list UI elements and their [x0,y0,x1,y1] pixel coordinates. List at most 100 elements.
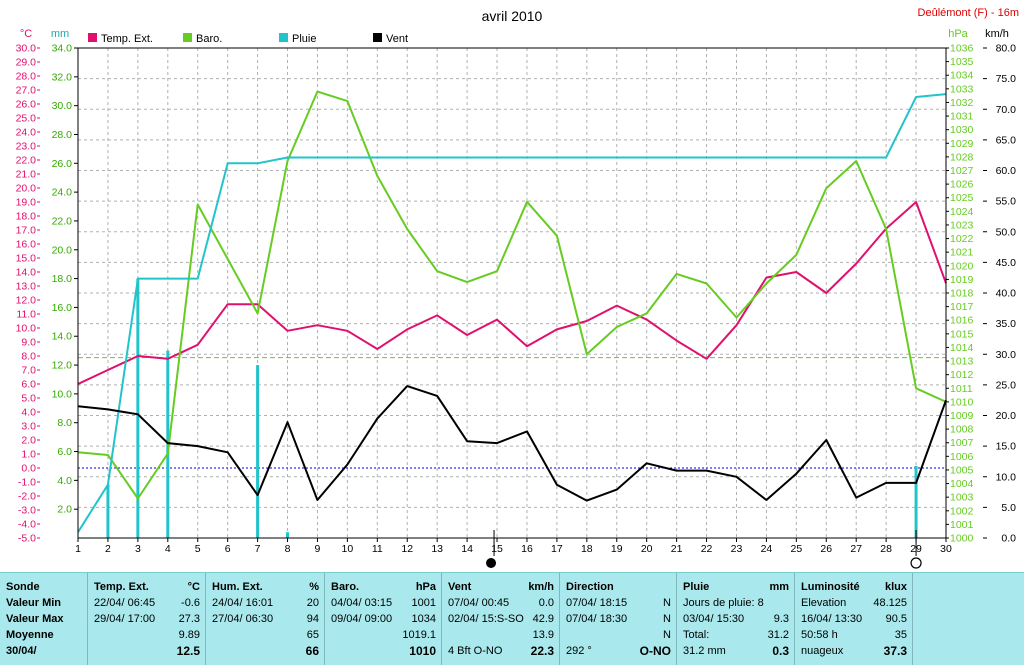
direction-current-deg: 292 ° [566,645,592,657]
temp-tick-label: 17.0 [16,225,37,237]
vent-current-bft: 4 Bft O-NO [448,645,503,657]
hum-unit: % [309,581,319,593]
temp-tick-label: -4.0 [18,519,36,531]
legend-swatch-baro [183,33,192,42]
pluie-max-date: 03/04/ 15:30 [683,613,745,625]
wind-tick-label: 70.0 [996,104,1017,116]
summary-panel: Sonde Valeur Min Valeur Max Moyenne 30/0… [0,572,1024,665]
weather-chart: avril 2010 Deûlémont (F) - 16m °C mm hPa… [16,7,1019,569]
rain-tick-label: 2.0 [57,504,72,516]
temp-tick-label: 8.0 [21,351,36,363]
x-tick-label: 4 [165,543,171,555]
x-tick-label: 3 [135,543,141,555]
temp-min: -0.6 [181,597,200,609]
legend-swatch-rain [279,33,288,42]
sonde-row-avg: Moyenne [6,629,54,641]
chart-axes: -5.0 -4.0 -3.0 -2.0 -1.0 0.0 1.0 2.0 3.0 4.0 5.0 6.… [16,43,1017,556]
wind-tick-label: 75.0 [996,73,1017,85]
lum-unit: klux [884,581,907,593]
vent-avg: 13.9 [532,629,554,641]
rain-tick-label: 30.0 [52,100,73,112]
temp-tick-label: 4.0 [21,407,36,419]
summary-direction: Direction 07/04/ 18:15 N 07/04/ 18:30 N N … [560,573,677,665]
vent-max: 42.9 [532,613,554,625]
x-tick-label: 27 [850,543,862,555]
wind-tick-label: 60.0 [996,165,1017,177]
hum-max-date: 27/04/ 06:30 [212,613,274,625]
chart-grid [78,48,946,538]
series-line-pluie [77,93,947,533]
legend-label-wind: Vent [386,33,408,45]
rain-tick-label: 6.0 [57,446,72,458]
wind-tick-label: 55.0 [996,196,1017,208]
series-line-vent [77,385,947,502]
temp-tick-label: 23.0 [16,141,37,153]
baro-max: 1034 [411,613,436,625]
wind-tick-label: 45.0 [996,257,1017,269]
x-tick-label: 16 [521,543,533,555]
vent-current: 22.3 [530,644,554,658]
hum-avg: 65 [306,629,319,641]
baro-min-date: 04/04/ 03:15 [331,597,393,609]
x-tick-label: 1 [75,543,81,555]
temp-tick-label: 18.0 [16,211,37,223]
pressure-tick-label: 1027 [950,165,974,177]
rain-tick-label: 4.0 [57,475,72,487]
temp-max: 27.3 [178,613,200,625]
summary-sonde: Sonde Valeur Min Valeur Max Moyenne 30/0… [0,573,88,665]
temp-tick-label: 9.0 [21,337,36,349]
temp-tick-label: 11.0 [16,309,36,321]
pluie-days: Jours de pluie: 8 [683,597,764,609]
x-tick-label: 12 [401,543,413,555]
pressure-tick-label: 1030 [950,124,974,136]
pressure-tick-label: 1015 [950,328,974,340]
pressure-tick-label: 1023 [950,219,974,231]
temp-min-date: 22/04/ 06:45 [94,597,156,609]
lum-max-date: 16/04/ 13:30 [801,613,863,625]
temp-max-date: 29/04/ 17:00 [94,613,156,625]
pressure-tick-label: 1014 [950,342,974,354]
pressure-tick-label: 1021 [950,247,974,259]
wind-tick-label: 40.0 [996,288,1017,300]
pressure-tick-label: 1000 [950,533,974,545]
temp-tick-label: -3.0 [18,505,36,517]
pressure-tick-label: 1016 [950,315,974,327]
temp-current: 12.5 [176,644,200,658]
summary-pluie: Pluie mm Jours de pluie: 8 03/04/ 15:30 9.… [677,573,795,665]
pluie-unit: mm [769,581,789,593]
unit-wind-label: km/h [985,28,1009,40]
x-tick-label: 22 [701,543,713,555]
legend-label-rain: Pluie [292,33,316,45]
pressure-tick-label: 1012 [950,369,974,381]
x-tick-label: 19 [611,543,623,555]
x-tick-label: 30 [940,543,952,555]
temp-tick-label: 10.0 [16,323,37,335]
baro-min: 1001 [411,597,436,609]
vent-title: Vent [448,581,472,593]
rain-tick-label: 8.0 [57,417,72,429]
pluie-current-mm: 31.2 mm [683,645,726,657]
x-tick-label: 23 [731,543,743,555]
x-tick-label: 8 [285,543,291,555]
wind-tick-label: 50.0 [996,226,1017,238]
temp-tick-label: 24.0 [16,127,37,139]
wind-tick-label: 5.0 [1001,502,1016,514]
x-tick-label: 18 [581,543,593,555]
rain-tick-label: 24.0 [52,187,73,199]
legend-label-baro: Baro. [196,33,222,45]
x-tick-label: 24 [761,543,773,555]
lum-max: 90.5 [885,613,907,625]
chart-title: avril 2010 [482,8,543,24]
pressure-tick-label: 1022 [950,233,974,245]
rain-tick-label: 16.0 [52,302,73,314]
pressure-tick-label: 1011 [950,383,973,395]
pluie-title: Pluie [683,581,710,593]
hum-min: 20 [306,597,319,609]
lum-sky: nuageux [801,645,844,657]
x-tick-label: 28 [880,543,892,555]
temp-tick-label: 0.0 [21,463,36,475]
direction-title: Direction [566,581,614,593]
pressure-tick-label: 1026 [950,179,974,191]
vent-min-date: 07/04/ 00:45 [448,597,510,609]
hum-min-date: 24/04/ 16:01 [212,597,274,609]
